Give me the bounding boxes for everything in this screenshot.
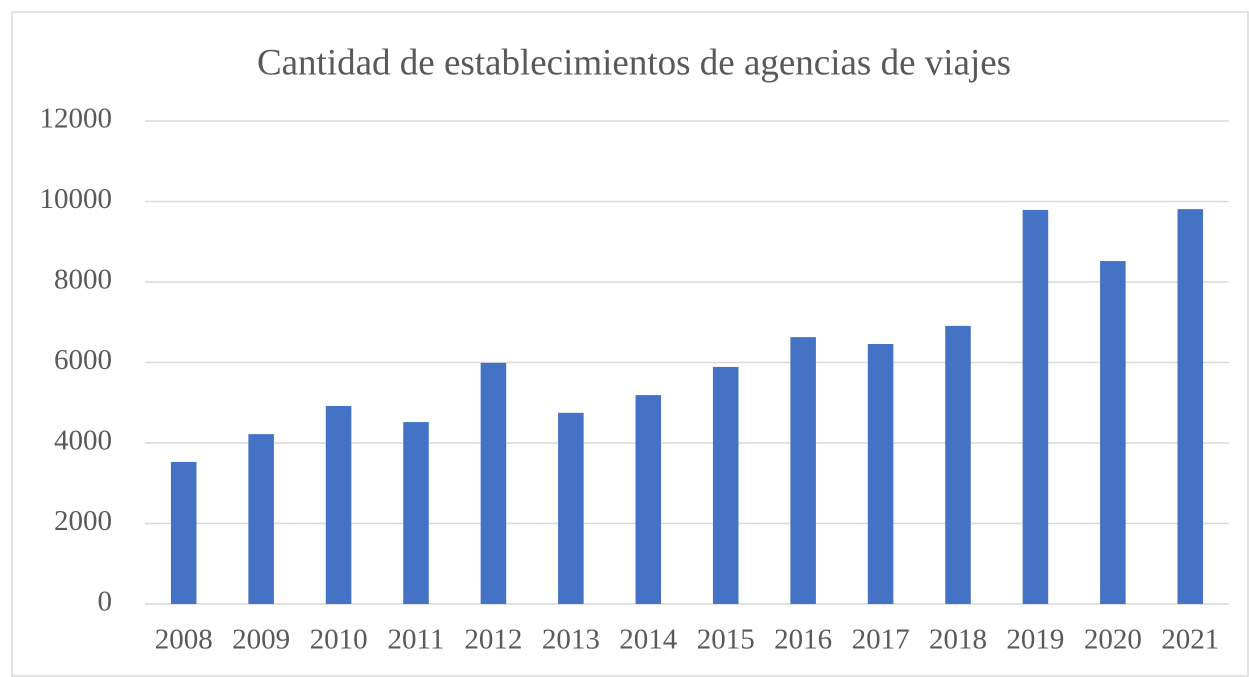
x-tick-label: 2013	[542, 624, 600, 656]
bar	[712, 366, 739, 604]
bar	[480, 362, 507, 604]
y-tick-label: 0	[98, 586, 113, 618]
bar	[635, 395, 662, 604]
x-tick-label: 2020	[1084, 624, 1142, 656]
bar	[170, 461, 197, 604]
x-tick-label: 2008	[155, 624, 213, 656]
bar	[1100, 261, 1126, 604]
bar	[558, 412, 584, 604]
y-tick-label: 2000	[54, 505, 112, 537]
bar	[1177, 209, 1204, 604]
y-tick-label: 4000	[54, 425, 112, 457]
x-tick-label: 2010	[310, 624, 368, 656]
bar	[867, 343, 894, 604]
x-tick-label: 2019	[1006, 624, 1064, 656]
bar	[1022, 209, 1049, 604]
x-tick-label: 2015	[697, 624, 755, 656]
y-tick-label: 12000	[40, 103, 113, 135]
y-tick-label: 8000	[54, 264, 112, 296]
x-tick-label: 2017	[852, 624, 910, 656]
chart-title: Cantidad de establecimientos de agencias…	[257, 42, 1011, 83]
x-tick-label: 2018	[929, 624, 987, 656]
bar	[325, 405, 352, 604]
y-tick-label: 6000	[54, 344, 112, 376]
bar	[403, 422, 429, 604]
y-tick-label: 10000	[40, 183, 113, 215]
x-tick-label: 2011	[388, 624, 445, 656]
x-tick-label: 2021	[1161, 624, 1219, 656]
bar	[790, 337, 816, 604]
bar	[945, 325, 971, 604]
x-tick-label: 2016	[774, 624, 832, 656]
x-tick-label: 2014	[619, 624, 678, 656]
x-tick-label: 2009	[232, 624, 290, 656]
bar	[248, 434, 274, 604]
x-tick-label: 2012	[464, 624, 522, 656]
chart-frame	[11, 11, 1249, 677]
